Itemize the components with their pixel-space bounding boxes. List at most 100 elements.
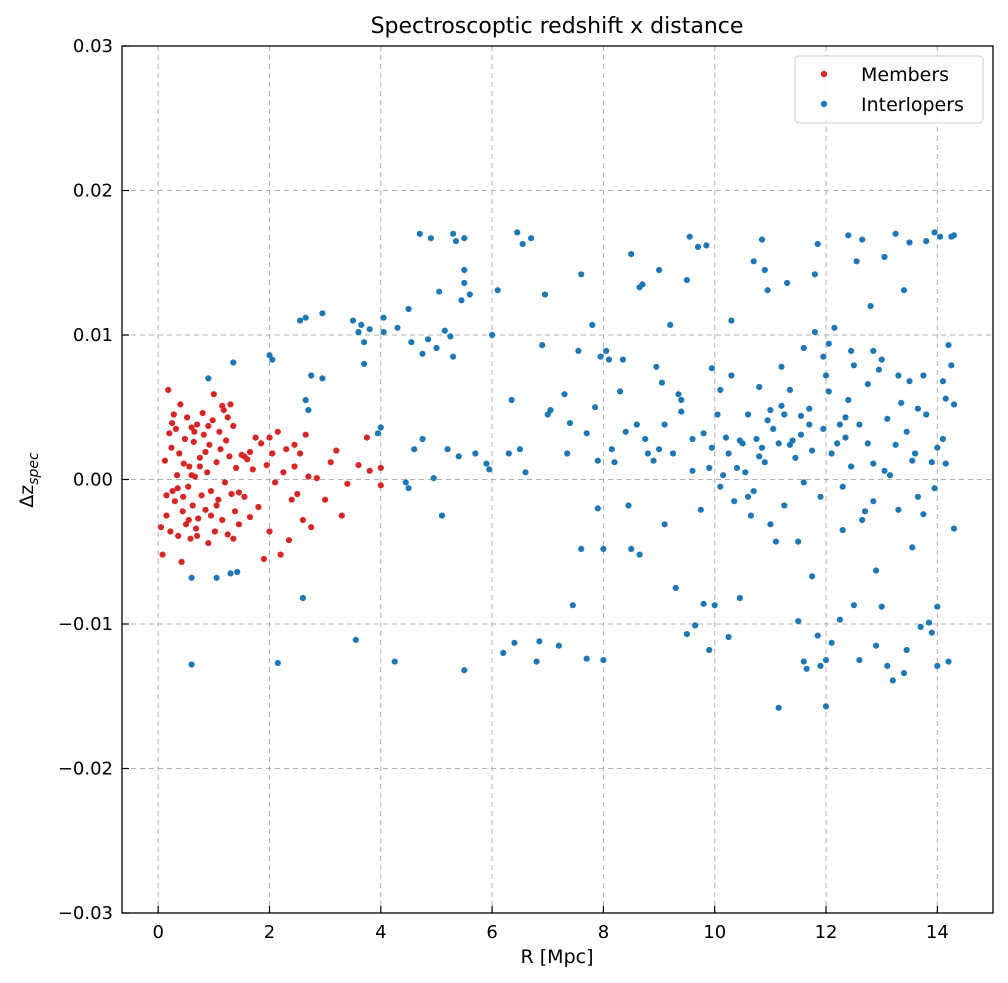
member-point: [163, 492, 170, 499]
member-point: [274, 428, 281, 435]
member-point: [166, 430, 173, 437]
member-point: [178, 558, 185, 566]
interloper-point: [589, 321, 596, 328]
interloper-point: [928, 459, 935, 466]
interloper-point: [878, 603, 885, 610]
interloper-point: [917, 623, 924, 631]
interloper-point: [452, 238, 459, 245]
interloper-point: [619, 356, 627, 363]
interloper-point: [427, 235, 434, 242]
interloper-point: [569, 602, 576, 609]
member-point: [258, 440, 265, 447]
interloper-point: [494, 287, 501, 294]
interloper-point: [636, 551, 643, 558]
interloper-point: [923, 238, 930, 245]
member-point: [194, 532, 201, 540]
interloper-point: [349, 317, 357, 324]
interloper-point: [533, 658, 540, 665]
interloper-point: [945, 342, 952, 349]
interloper-point: [789, 437, 796, 444]
legend: Members Interlopers: [794, 55, 984, 124]
interloper-point: [831, 324, 838, 331]
member-point: [176, 450, 183, 457]
member-point: [355, 462, 362, 469]
interloper-point: [859, 236, 866, 243]
interloper-point: [931, 485, 938, 492]
member-point: [204, 469, 211, 476]
member-point: [159, 551, 166, 558]
interloper-point: [700, 600, 707, 607]
member-point: [172, 425, 180, 432]
member-point: [207, 488, 215, 495]
member-point: [235, 489, 242, 496]
interloper-point: [853, 258, 860, 265]
interloper-point: [461, 667, 468, 674]
axis-ticks: [122, 45, 938, 914]
legend-marker-interlopers: [820, 100, 828, 108]
member-point: [228, 490, 235, 498]
interloper-point: [650, 457, 657, 464]
member-point: [194, 421, 201, 428]
interloper-point: [881, 467, 888, 474]
interloper-point: [770, 425, 777, 432]
interloper-point: [873, 642, 880, 649]
interloper-point: [361, 339, 368, 346]
interloper-point: [578, 545, 585, 553]
interloper-point: [781, 502, 788, 509]
interloper-point: [205, 375, 212, 382]
interloper-point: [725, 633, 732, 641]
member-point: [308, 524, 315, 531]
interloper-point: [784, 279, 791, 287]
interloper-point: [455, 453, 462, 460]
member-point: [294, 490, 301, 498]
member-point: [366, 467, 373, 474]
interloper-point: [213, 574, 220, 581]
interloper-point: [884, 662, 891, 670]
interloper-point: [628, 251, 635, 258]
interloper-point: [925, 619, 933, 626]
x-tick-label: 6: [486, 922, 497, 943]
interloper-point: [419, 435, 426, 443]
interloper-point: [669, 450, 677, 457]
interloper-point: [767, 407, 774, 414]
interloper-point: [483, 460, 490, 467]
member-point: [168, 444, 175, 451]
interloper-point: [689, 467, 696, 474]
interloper-point: [809, 573, 816, 580]
interloper-point: [898, 399, 905, 406]
interloper-point: [781, 411, 788, 418]
member-point: [191, 428, 198, 435]
legend-marker-members: [820, 70, 828, 78]
x-tick-label: 10: [703, 922, 726, 943]
member-point: [213, 502, 220, 509]
interloper-point: [903, 428, 910, 435]
interloper-point: [870, 460, 877, 467]
member-point: [207, 512, 215, 519]
interloper-point: [864, 440, 871, 447]
interloper-point: [319, 375, 326, 382]
interloper-point: [639, 281, 646, 288]
interloper-point: [747, 512, 755, 519]
interloper-point: [608, 446, 615, 453]
interloper-point: [528, 235, 535, 242]
interloper-point: [667, 321, 674, 328]
member-point: [223, 437, 230, 444]
interloper-point: [564, 450, 571, 457]
interloper-point: [505, 450, 512, 457]
member-point: [285, 537, 293, 544]
interloper-point: [803, 665, 810, 672]
member-point: [363, 434, 370, 441]
interloper-point: [466, 291, 473, 298]
member-point: [233, 464, 240, 471]
x-tick-label: 2: [264, 922, 275, 943]
member-point: [163, 512, 170, 519]
y-tick-label: 0.03: [73, 36, 113, 57]
member-point: [189, 502, 196, 509]
interloper-point: [728, 317, 735, 324]
interloper-point: [948, 362, 955, 369]
interloper-point: [767, 521, 774, 528]
interloper-point: [881, 253, 888, 261]
interloper-point: [892, 441, 899, 448]
interloper-point: [912, 450, 919, 457]
interloper-point: [736, 437, 743, 444]
